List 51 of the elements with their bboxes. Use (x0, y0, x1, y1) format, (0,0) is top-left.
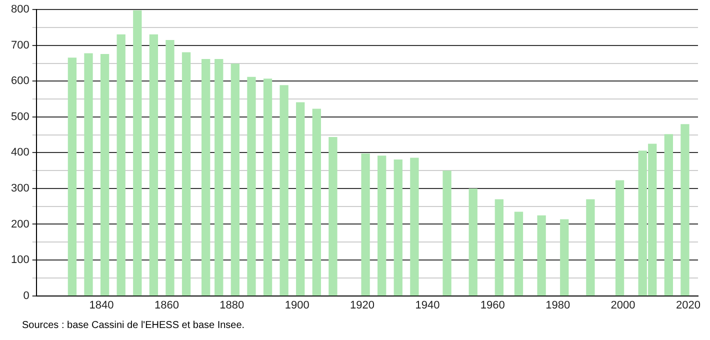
bar (394, 160, 402, 296)
bar (68, 58, 77, 296)
bar (514, 212, 524, 296)
y-tick-label: 200 (10, 218, 30, 230)
bar (442, 170, 452, 296)
bar (149, 34, 158, 296)
bar (296, 102, 305, 296)
bar (230, 64, 240, 296)
bar (680, 124, 690, 296)
bar (182, 52, 191, 296)
bar (586, 199, 595, 296)
x-tick-label: 1880 (220, 299, 244, 312)
bar (280, 85, 288, 296)
y-tick-label: 500 (10, 110, 30, 123)
x-tick-label: 1920 (350, 299, 375, 312)
x-tick-label: 1960 (480, 299, 505, 312)
x-tick-label: 1860 (154, 299, 179, 312)
y-tick-label: 800 (10, 4, 30, 16)
source-note: Sources : base Cassini de l'EHESS et base Insee. (22, 320, 245, 331)
bar (664, 134, 673, 296)
bar (116, 34, 126, 296)
y-tick-label: 400 (10, 146, 30, 159)
bar (361, 153, 370, 296)
bar (312, 108, 321, 296)
bar (537, 215, 546, 296)
bar (560, 219, 569, 296)
y-tick-label: 100 (10, 254, 30, 266)
bar (494, 199, 504, 296)
bar (214, 58, 224, 296)
bar (410, 158, 419, 296)
bar (84, 53, 93, 296)
y-tick-label: 700 (10, 39, 30, 52)
bar (100, 54, 110, 296)
bar (133, 10, 142, 296)
x-tick-label: 2000 (610, 299, 636, 312)
x-tick-label: 1840 (89, 299, 114, 312)
bar (166, 40, 174, 296)
bar (378, 156, 386, 296)
y-tick-label: 0 (23, 290, 30, 302)
bar (615, 180, 624, 296)
x-tick-label: 2020 (676, 299, 700, 312)
bar (202, 58, 210, 296)
x-tick-label: 1980 (546, 299, 570, 312)
bar (468, 188, 478, 296)
bar (247, 76, 256, 296)
bar (328, 136, 338, 296)
bar (263, 78, 272, 296)
y-tick-label: 600 (10, 75, 30, 88)
y-tick-label: 300 (10, 182, 30, 195)
x-tick-label: 1900 (284, 299, 310, 312)
x-tick-label: 1940 (415, 299, 440, 312)
